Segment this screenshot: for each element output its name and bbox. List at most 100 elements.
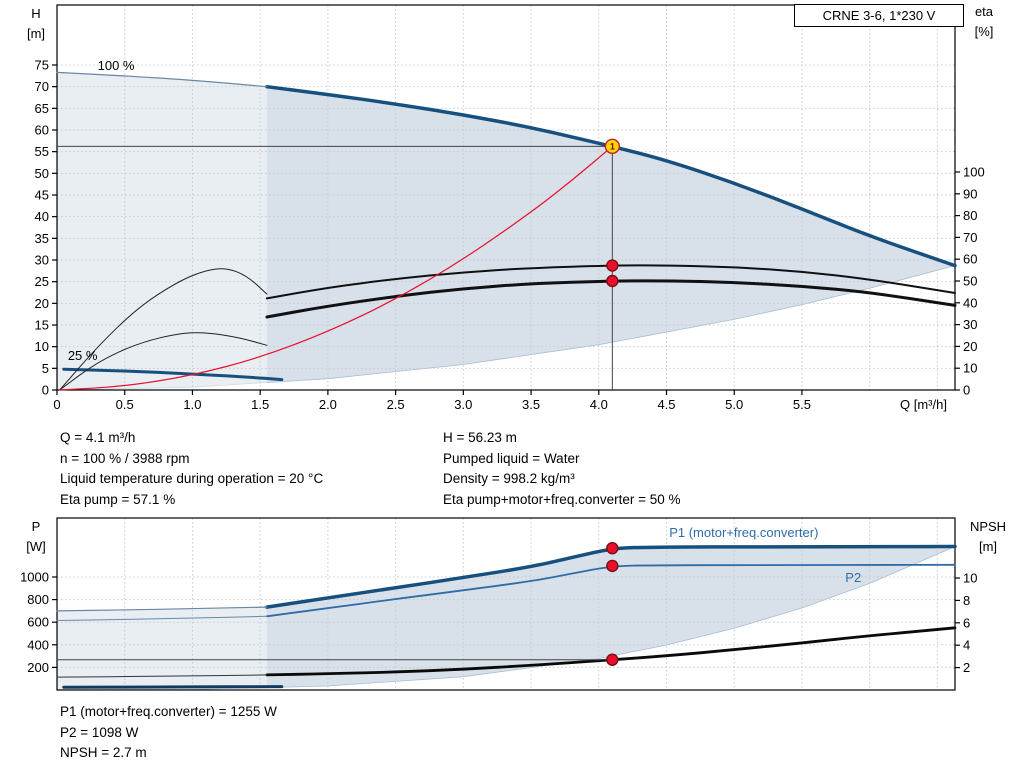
tick-label-right: 60 xyxy=(963,252,977,267)
tick-label-right: 90 xyxy=(963,186,977,201)
p2-value-line: P2 = 1098 W xyxy=(60,724,139,740)
tick-label-right: 2 xyxy=(963,660,970,675)
tick-label-x: 0 xyxy=(53,397,60,412)
annotation-label: P1 (motor+freq.converter) xyxy=(669,525,818,540)
tick-label-left: 600 xyxy=(27,615,49,630)
low-flow-region-tint xyxy=(58,519,267,689)
chart-power: 200 400 600 800 1000 2 4 6 8 10 P [W] NPSH [m] P1 (mot… xyxy=(20,517,1006,691)
duty-density-line: Density = 998.2 kg/m³ xyxy=(443,471,575,486)
tick-label-left: 400 xyxy=(27,637,49,652)
series-eta-total-curve xyxy=(265,279,957,319)
right-axis-unit: [m] xyxy=(979,539,997,554)
tick-label-x: 0.5 xyxy=(116,397,134,412)
right-axis-title: eta xyxy=(975,4,994,19)
duty-info-right: H = 56.23 m Pumped liquid = Water Densit… xyxy=(443,428,681,510)
low-flow-region-tint xyxy=(58,6,267,389)
left-axis-title: H xyxy=(31,6,40,21)
tick-label-left: 1000 xyxy=(20,570,49,585)
tick-label-right: 0 xyxy=(963,383,970,398)
annotation-label: 25 % xyxy=(68,348,98,363)
tick-label-x: 1.5 xyxy=(251,397,269,412)
duty-point-marker xyxy=(604,138,621,155)
series-eta-arc-small xyxy=(59,332,268,391)
series-p2-curve-thin xyxy=(56,615,268,621)
tick-label-x: 5.5 xyxy=(793,397,811,412)
left-axis-unit: [m] xyxy=(27,26,45,41)
tick-label-left: 15 xyxy=(35,318,49,333)
tick-label-left: 25 xyxy=(35,274,49,289)
tick-label-left: 200 xyxy=(27,660,49,675)
duty-point-dot xyxy=(606,541,619,555)
tick-label-x: 2.5 xyxy=(387,397,405,412)
duty-point-dot xyxy=(606,653,619,666)
tick-label-x: 3.0 xyxy=(454,397,472,412)
duty-head-line: H = 56.23 m xyxy=(443,430,517,445)
series-p2-curve xyxy=(266,563,956,618)
tick-label-left: 35 xyxy=(35,231,49,246)
tick-label-left: 0 xyxy=(42,383,49,398)
power-info: P1 (motor+freq.converter) = 1255 W P2 = … xyxy=(60,702,277,764)
chart-qh: 0510152025303540455055606570750102030405… xyxy=(27,4,994,412)
tick-label-left: 30 xyxy=(35,253,49,268)
tick-label-right: 20 xyxy=(963,339,977,354)
tick-label-x: 2.0 xyxy=(319,397,337,412)
tick-label-left: 70 xyxy=(35,79,49,94)
annotation-label: P2 xyxy=(845,570,861,585)
tick-label-x: 1.0 xyxy=(183,397,201,412)
tick-label-right: 70 xyxy=(963,230,977,245)
tick-label-left: 5 xyxy=(42,361,49,376)
tick-label-left: 40 xyxy=(35,209,49,224)
tick-label-right: 100 xyxy=(963,165,985,180)
series-npsh-curve-thin xyxy=(56,674,268,678)
tick-label-x: 4.0 xyxy=(590,397,608,412)
tick-label-x: 3.5 xyxy=(522,397,540,412)
duty-point-dot xyxy=(606,259,619,272)
series-eta-pump-curve xyxy=(265,264,956,300)
tick-label-left: 800 xyxy=(27,592,49,607)
tick-label-right: 4 xyxy=(963,638,970,653)
duty-temperature-line: Liquid temperature during operation = 20… xyxy=(60,471,324,486)
tick-label-x: 5.0 xyxy=(725,397,743,412)
pump-type-box: CRNE 3-6, 1*230 V xyxy=(794,4,964,27)
duty-eta-pump-line: Eta pump = 57.1 % xyxy=(60,491,176,507)
duty-liquid-line: Pumped liquid = Water xyxy=(443,450,580,466)
duty-eta-total-line: Eta pump+motor+freq.converter = 50 % xyxy=(443,491,681,507)
tick-label-left: 20 xyxy=(35,296,49,311)
tick-label-right: 80 xyxy=(963,208,977,223)
tick-label-x: 4.5 xyxy=(657,397,675,412)
tick-label-left: 55 xyxy=(35,144,49,159)
series-p-curve-25 xyxy=(62,685,284,689)
duty-point-dot xyxy=(606,559,619,573)
right-axis-title: NPSH xyxy=(970,519,1006,534)
annotation-label: 100 % xyxy=(98,58,135,73)
plot-border xyxy=(56,4,956,391)
left-axis-title: P xyxy=(32,519,41,534)
series-pump-curve-25 xyxy=(62,367,284,382)
tick-label-right: 30 xyxy=(963,317,977,332)
duty-speed-line: n = 100 % / 3988 rpm xyxy=(60,450,190,466)
tick-label-left: 75 xyxy=(35,58,49,73)
tick-label-left: 60 xyxy=(35,123,49,138)
duty-point-index: 1 xyxy=(610,141,615,151)
pump-type-label: CRNE 3-6, 1*230 V xyxy=(822,8,936,23)
p1-value-line: P1 (motor+freq.converter) = 1255 W xyxy=(60,704,277,719)
tick-label-left: 10 xyxy=(35,339,49,354)
tick-label-left: 65 xyxy=(35,101,49,116)
right-axis-unit: [%] xyxy=(975,24,994,39)
series-npsh-curve xyxy=(265,626,957,677)
tick-label-left: 45 xyxy=(35,188,49,203)
left-axis-unit: [W] xyxy=(26,539,46,554)
duty-info-left: Q = 4.1 m³/h n = 100 % / 3988 rpm Liquid… xyxy=(60,428,323,510)
series-pump-curve-100-thin xyxy=(56,71,268,88)
npsh-value-line: NPSH = 2.7 m xyxy=(60,745,147,760)
tick-label-right: 40 xyxy=(963,295,977,310)
x-axis-title: Q [m³/h] xyxy=(900,397,947,412)
tick-label-left: 50 xyxy=(35,166,49,181)
series-eta-arc-large xyxy=(59,268,268,391)
tick-label-right: 6 xyxy=(963,615,970,630)
tick-label-right: 10 xyxy=(963,361,977,376)
plot-border xyxy=(56,517,956,691)
tick-label-right: 10 xyxy=(963,571,977,586)
